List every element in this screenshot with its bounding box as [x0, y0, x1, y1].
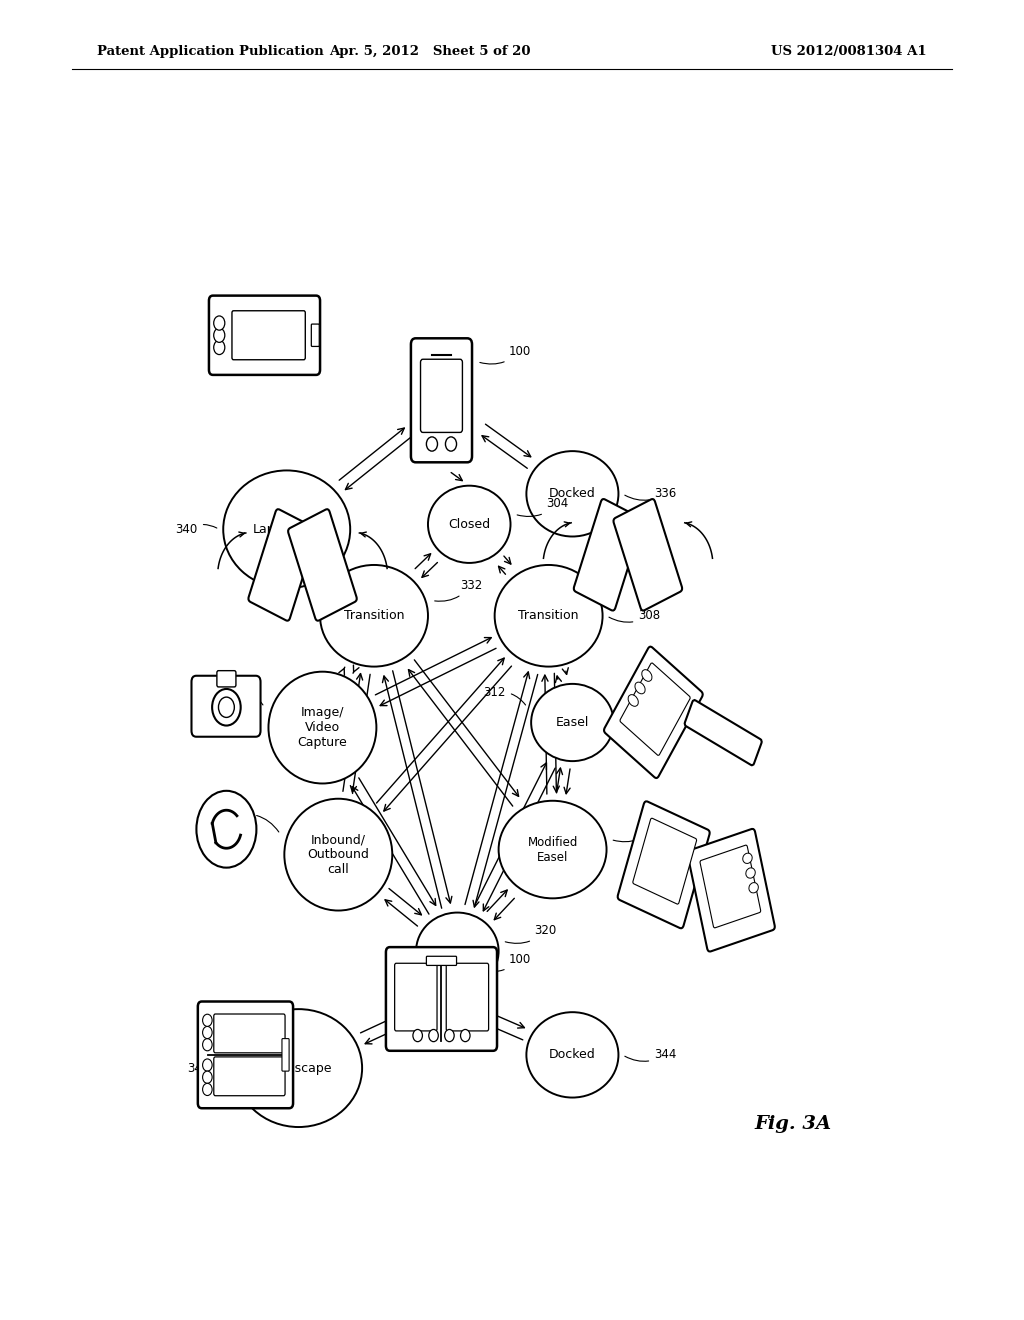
- FancyBboxPatch shape: [700, 845, 761, 928]
- Circle shape: [445, 437, 457, 451]
- Text: 308: 308: [609, 610, 660, 622]
- FancyBboxPatch shape: [446, 964, 488, 1031]
- Text: Inbound/
Outbound
call: Inbound/ Outbound call: [307, 833, 370, 876]
- Ellipse shape: [268, 672, 377, 784]
- Text: Closed: Closed: [449, 517, 490, 531]
- Circle shape: [461, 1030, 470, 1041]
- Circle shape: [197, 791, 256, 867]
- Circle shape: [214, 329, 225, 342]
- FancyBboxPatch shape: [604, 647, 702, 777]
- Circle shape: [203, 1059, 212, 1071]
- Circle shape: [429, 1030, 438, 1041]
- Text: Apr. 5, 2012   Sheet 5 of 20: Apr. 5, 2012 Sheet 5 of 20: [330, 45, 530, 58]
- Ellipse shape: [635, 682, 645, 694]
- Ellipse shape: [628, 694, 638, 706]
- Text: 312: 312: [483, 685, 525, 705]
- FancyBboxPatch shape: [191, 676, 260, 737]
- Text: 320: 320: [505, 924, 557, 944]
- Circle shape: [203, 1071, 212, 1084]
- FancyBboxPatch shape: [421, 359, 463, 433]
- Text: 344: 344: [625, 1048, 677, 1061]
- FancyBboxPatch shape: [288, 510, 356, 620]
- Text: Image/
Video
Capture: Image/ Video Capture: [298, 706, 347, 748]
- FancyBboxPatch shape: [617, 801, 710, 928]
- FancyBboxPatch shape: [613, 499, 682, 611]
- FancyBboxPatch shape: [282, 1039, 289, 1071]
- Ellipse shape: [526, 451, 618, 536]
- FancyBboxPatch shape: [249, 510, 317, 620]
- Ellipse shape: [321, 565, 428, 667]
- Circle shape: [203, 1014, 212, 1027]
- Text: Fig. 3A: Fig. 3A: [755, 1115, 833, 1133]
- Text: Landscape: Landscape: [253, 523, 321, 536]
- Circle shape: [214, 315, 225, 330]
- Circle shape: [426, 437, 437, 451]
- Text: Easel: Easel: [556, 715, 589, 729]
- Text: 328: 328: [213, 680, 263, 705]
- Text: Docked: Docked: [549, 487, 596, 500]
- Text: Transition: Transition: [518, 610, 579, 622]
- FancyBboxPatch shape: [217, 671, 236, 686]
- Text: 324: 324: [228, 808, 279, 832]
- Ellipse shape: [428, 486, 511, 562]
- FancyBboxPatch shape: [311, 325, 319, 346]
- Text: Open: Open: [440, 945, 474, 958]
- Text: Transition: Transition: [344, 610, 404, 622]
- FancyBboxPatch shape: [426, 956, 457, 965]
- Text: Modified
Easel: Modified Easel: [527, 836, 578, 863]
- FancyBboxPatch shape: [214, 1057, 285, 1096]
- Circle shape: [214, 341, 225, 355]
- Ellipse shape: [749, 883, 759, 892]
- FancyBboxPatch shape: [687, 829, 775, 952]
- Circle shape: [203, 1027, 212, 1039]
- FancyBboxPatch shape: [573, 499, 642, 611]
- Circle shape: [444, 1030, 455, 1041]
- Ellipse shape: [223, 470, 350, 589]
- Circle shape: [218, 697, 234, 718]
- Ellipse shape: [416, 912, 499, 990]
- Text: 100: 100: [480, 953, 531, 972]
- Ellipse shape: [526, 1012, 618, 1097]
- Ellipse shape: [745, 867, 756, 878]
- Circle shape: [413, 1030, 423, 1041]
- FancyBboxPatch shape: [198, 1002, 293, 1109]
- FancyBboxPatch shape: [214, 1014, 285, 1053]
- Text: 340: 340: [176, 523, 217, 536]
- FancyBboxPatch shape: [232, 310, 305, 360]
- Text: 332: 332: [435, 578, 482, 601]
- FancyBboxPatch shape: [209, 296, 321, 375]
- Ellipse shape: [495, 565, 602, 667]
- Text: 304: 304: [517, 498, 568, 516]
- FancyBboxPatch shape: [394, 964, 437, 1031]
- Text: 348: 348: [187, 1061, 228, 1074]
- Text: Patent Application Publication: Patent Application Publication: [97, 45, 324, 58]
- FancyBboxPatch shape: [633, 818, 696, 904]
- Ellipse shape: [742, 853, 753, 863]
- Text: 316: 316: [613, 822, 665, 842]
- Text: 100: 100: [480, 345, 531, 364]
- Text: US 2012/0081304 A1: US 2012/0081304 A1: [771, 45, 927, 58]
- Ellipse shape: [285, 799, 392, 911]
- Ellipse shape: [642, 669, 652, 681]
- Ellipse shape: [499, 801, 606, 899]
- FancyBboxPatch shape: [620, 663, 690, 755]
- Circle shape: [212, 689, 241, 726]
- FancyBboxPatch shape: [685, 700, 762, 766]
- Ellipse shape: [531, 684, 613, 762]
- Text: Docked: Docked: [549, 1048, 596, 1061]
- Ellipse shape: [236, 1008, 362, 1127]
- Circle shape: [203, 1084, 212, 1096]
- FancyBboxPatch shape: [386, 948, 497, 1051]
- Circle shape: [203, 1039, 212, 1051]
- FancyBboxPatch shape: [411, 338, 472, 462]
- Text: 336: 336: [625, 487, 677, 500]
- Text: Landscape: Landscape: [265, 1061, 333, 1074]
